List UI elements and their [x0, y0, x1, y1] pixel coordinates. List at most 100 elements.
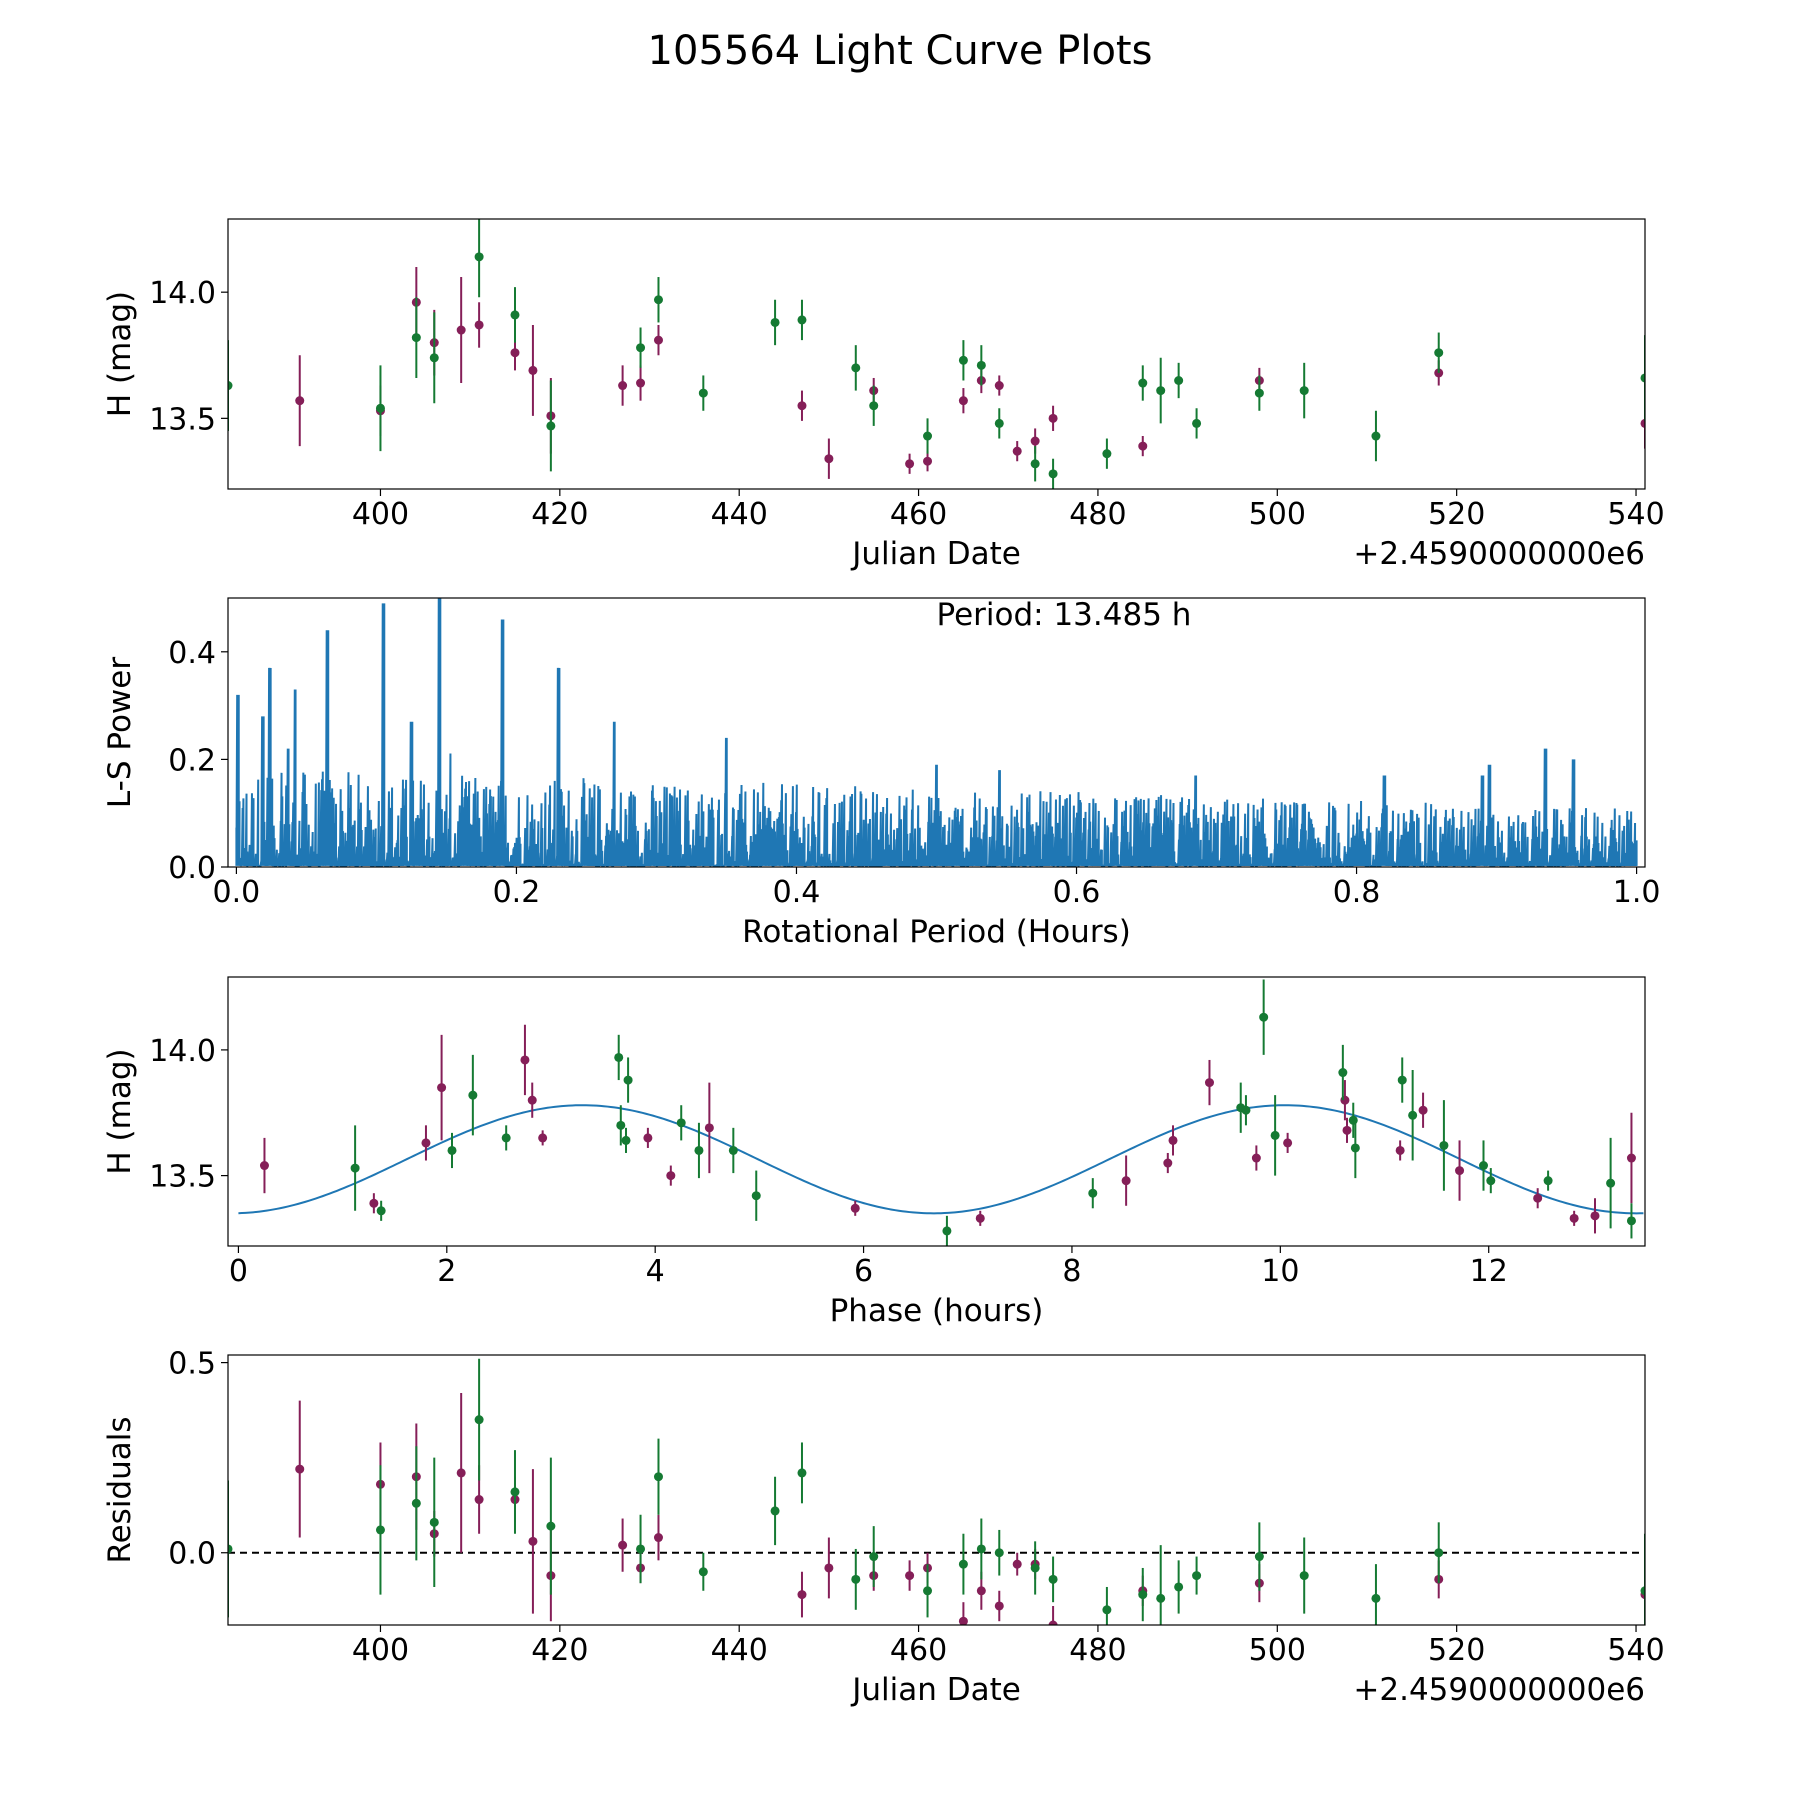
data-point [437, 1083, 447, 1093]
x-tick-label: 0.4 [773, 875, 821, 910]
x-tick-label: 0 [229, 1254, 248, 1289]
data-point [1533, 1193, 1543, 1203]
data-point [1640, 373, 1645, 383]
data-point [636, 1544, 646, 1554]
data-point [824, 1563, 834, 1573]
data-point [501, 1133, 511, 1143]
data-point [429, 1517, 439, 1527]
data-point [474, 1415, 484, 1425]
data-point [958, 1616, 968, 1625]
data-point [797, 315, 807, 325]
data-point [976, 360, 986, 370]
data-point [411, 1498, 421, 1508]
data-point [994, 418, 1004, 428]
data-point [1174, 1582, 1184, 1592]
period-annotation: Period: 13.485 h [937, 597, 1192, 633]
y-tick-label: 0.0 [168, 851, 216, 886]
data-point [728, 1145, 738, 1155]
x-tick-label: 460 [890, 497, 947, 532]
data-point [1048, 469, 1058, 479]
data-point [1338, 1068, 1348, 1078]
x-axis-label: Phase (hours) [830, 1293, 1044, 1329]
data-point [1283, 1138, 1293, 1148]
x-tick-label: 0.0 [213, 875, 261, 910]
data-point [1048, 1574, 1058, 1584]
y-axis-label: L-S Power [102, 657, 138, 808]
periodogram-line [235, 598, 1638, 867]
data-point [1418, 1105, 1428, 1115]
data-point [1174, 375, 1184, 385]
data-point [643, 1133, 653, 1143]
axes-frame [227, 597, 1646, 868]
data-point [1168, 1135, 1178, 1145]
x-tick-label: 540 [1607, 1633, 1664, 1668]
x-tick-label: 440 [711, 497, 768, 532]
data-point [1479, 1161, 1489, 1171]
data-point [923, 1586, 933, 1596]
data-point [1030, 436, 1040, 446]
data-point [295, 1464, 305, 1474]
data-point [1590, 1211, 1600, 1221]
data-point [1340, 1095, 1350, 1105]
data-point [474, 252, 484, 262]
data-point [259, 1161, 269, 1171]
data-point [850, 1203, 860, 1213]
data-point [456, 1468, 466, 1478]
data-point [653, 1472, 663, 1482]
data-point [751, 1191, 761, 1201]
data-point [1371, 1593, 1381, 1603]
x-axis-label: Julian Date [850, 536, 1021, 572]
data-point [295, 396, 305, 406]
x-tick-label: 10 [1261, 1254, 1299, 1289]
data-point [770, 1506, 780, 1516]
data-point [976, 1544, 986, 1554]
data-point [994, 381, 1004, 391]
data-point [851, 1574, 861, 1584]
data-point [704, 1123, 714, 1133]
data-point [1434, 348, 1444, 358]
x-axis-label: Julian Date [850, 1672, 1021, 1708]
data-point [474, 320, 484, 330]
data-point [1192, 418, 1202, 428]
data-point [1138, 441, 1148, 451]
data-point [1455, 1166, 1465, 1176]
data-point [1395, 1145, 1405, 1155]
x-tick-label: 0.6 [1053, 875, 1101, 910]
y-axis-label: Residuals [102, 1416, 138, 1563]
data-point [614, 1052, 624, 1062]
data-point [1348, 1115, 1358, 1125]
data-point [1012, 446, 1022, 456]
x-tick-label: 400 [352, 1633, 409, 1668]
data-point [1138, 378, 1148, 388]
data-point [520, 1055, 530, 1065]
data-point [1640, 1586, 1645, 1596]
x-tick-label: 540 [1607, 497, 1664, 532]
data-point [851, 363, 861, 373]
data-point [456, 325, 466, 335]
data-point [1259, 1012, 1269, 1022]
data-point [510, 1487, 520, 1497]
data-points [259, 979, 1636, 1246]
axes-frame [227, 976, 1646, 1247]
data-point [616, 1120, 626, 1130]
data-points [228, 1358, 1645, 1625]
data-point [510, 348, 520, 358]
data-point [376, 1206, 386, 1216]
x-tick-label: 0.2 [493, 875, 541, 910]
data-point [994, 1601, 1004, 1611]
data-point [1241, 1105, 1251, 1115]
data-point [975, 1213, 985, 1223]
data-point [1030, 1563, 1040, 1573]
data-point [1012, 1559, 1022, 1569]
data-point [528, 365, 538, 375]
data-point [618, 381, 628, 391]
y-tick-label: 14.0 [149, 1034, 216, 1069]
periodogram-panel: Period: 13.485 h 0.0 0.2 0.4 0.6 0.8 1.0 0.0 0.2… [102, 597, 1660, 950]
y-axis-label: H (mag) [102, 1048, 138, 1174]
x-offset-label: +2.4590000000e6 [1353, 536, 1645, 572]
data-point [666, 1171, 676, 1181]
x-tick-label: 440 [711, 1633, 768, 1668]
data-point [958, 1559, 968, 1569]
x-tick-label: 2 [437, 1254, 456, 1289]
